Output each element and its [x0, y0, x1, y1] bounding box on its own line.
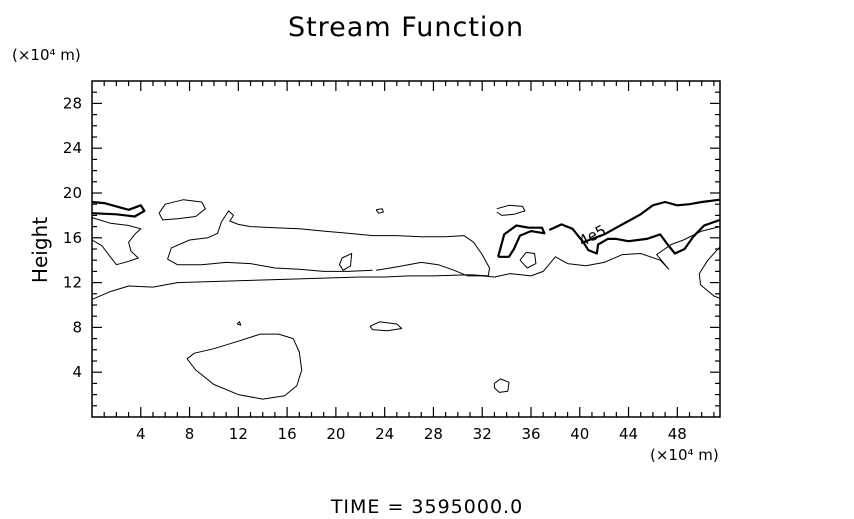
- y-tick-label: 8: [72, 318, 82, 336]
- axis-ticks: [92, 81, 720, 417]
- x-tick-label: 44: [619, 425, 638, 443]
- x-tick-label: 12: [229, 425, 248, 443]
- x-tick-label: 20: [326, 425, 345, 443]
- plot-frame: [91, 80, 721, 418]
- contour-line-5: [375, 208, 384, 214]
- contour-line-1: [91, 217, 142, 266]
- x-axis-unit: (×10⁴ m): [650, 446, 719, 464]
- contour-line-10: [582, 218, 721, 255]
- x-tick-label: 48: [668, 425, 687, 443]
- contour-lines: [91, 198, 721, 400]
- y-tick-label: 12: [63, 274, 82, 292]
- y-tick-label: 24: [63, 139, 82, 157]
- chart-title: Stream Function: [287, 12, 525, 43]
- contour-line-6: [496, 204, 526, 216]
- x-tick-label: 40: [570, 425, 589, 443]
- contour-line-4: [339, 253, 353, 271]
- x-tick-label: 8: [185, 425, 195, 443]
- contour-line-3: [158, 199, 206, 221]
- x-tick-label: 16: [278, 425, 297, 443]
- x-tick-label: 24: [375, 425, 394, 443]
- y-tick-label: 4: [72, 363, 82, 381]
- x-tick-label: 36: [521, 425, 540, 443]
- contour-line-9: [548, 198, 721, 244]
- x-tick-label: 32: [473, 425, 492, 443]
- contour-line-0: [91, 200, 146, 218]
- contour-line-11: [376, 226, 721, 278]
- contour-line-2: [91, 210, 490, 300]
- y-tick-label: 16: [63, 229, 82, 247]
- y-tick-label: 28: [63, 94, 82, 112]
- y-axis-unit: (×10⁴ m): [12, 46, 81, 64]
- contour-line-13: [369, 321, 403, 332]
- contour-line-12: [698, 246, 721, 299]
- contour-line-15: [493, 378, 510, 393]
- contour-line-8: [519, 251, 537, 269]
- contour-line-14: [186, 333, 303, 400]
- contour-label: 4e5: [576, 221, 609, 250]
- time-readout: TIME = 3595000.0: [330, 496, 524, 518]
- contour-line-7: [497, 224, 546, 258]
- x-tick-label: 4: [136, 425, 146, 443]
- x-tick-label: 28: [424, 425, 443, 443]
- y-tick-label: 20: [63, 184, 82, 202]
- contour-line-16: [236, 321, 242, 326]
